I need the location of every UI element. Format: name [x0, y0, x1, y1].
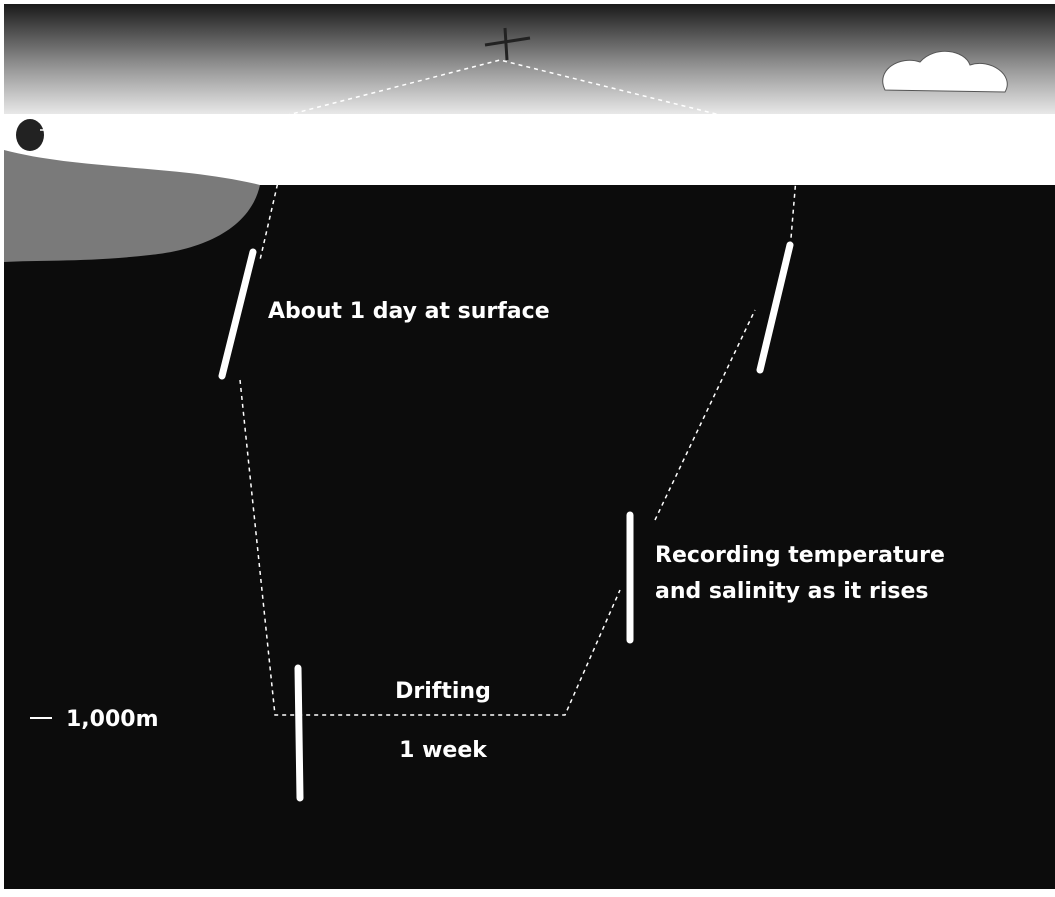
floats — [218, 241, 794, 802]
antenna — [16, 119, 44, 151]
cloud — [882, 50, 1008, 93]
path-lines — [40, 59, 1000, 716]
sky — [4, 4, 1055, 114]
drifting-label: Drifting — [395, 679, 491, 704]
satellite — [484, 27, 531, 61]
sea-surface — [4, 114, 1055, 185]
rising-label: and salinity as it rises — [655, 579, 928, 604]
rising-label: Recording temperature — [655, 543, 945, 568]
surface-label: About 1 day at surface — [268, 299, 550, 324]
coast — [4, 150, 260, 262]
duration-label: 1 week — [399, 738, 488, 763]
depth-label: 1,000m — [66, 707, 159, 732]
